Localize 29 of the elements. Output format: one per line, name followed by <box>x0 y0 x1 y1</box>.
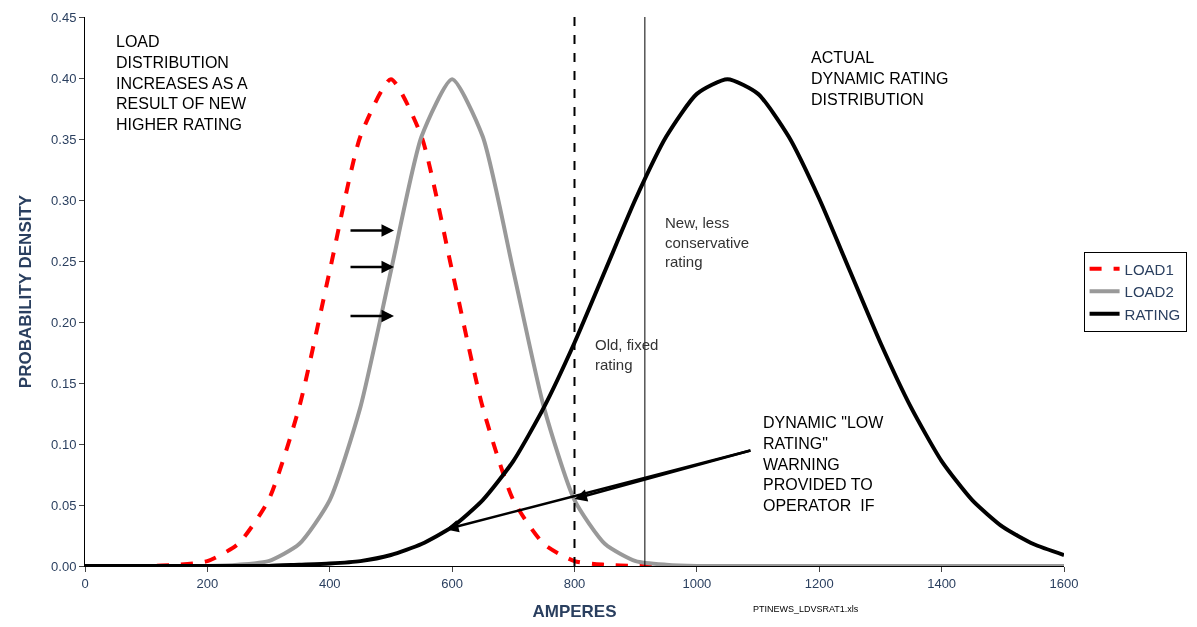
x-tick-label: 400 <box>318 575 341 591</box>
x-tick-label: 1600 <box>1049 575 1079 591</box>
y-tick-label: 0.30 <box>51 192 77 208</box>
x-tick-label: 600 <box>441 575 463 591</box>
y-tick-label: 0.40 <box>51 70 77 86</box>
ref-line-label: New, less conservative rating <box>665 214 750 270</box>
y-tick-label: 0.35 <box>51 131 77 147</box>
x-tick-label: 1400 <box>927 575 957 591</box>
y-tick-label: 0.25 <box>51 253 77 269</box>
y-tick-label: 0.10 <box>51 436 77 452</box>
legend-label: LOAD1 <box>1124 260 1174 278</box>
y-tick-label: 0.00 <box>51 558 77 574</box>
x-tick-label: 800 <box>563 575 586 591</box>
x-tick-label: 1000 <box>682 575 712 591</box>
annotation: LOAD DISTRIBUTION INCREASES AS A RESULT OF NEW HIGHER RATING <box>116 33 248 134</box>
x-tick-label: 200 <box>196 575 219 591</box>
y-tick-label: 0.45 <box>51 9 77 25</box>
y-tick-label: 0.05 <box>51 497 77 513</box>
legend-label: RATING <box>1124 305 1181 323</box>
x-axis-title: AMPERES <box>532 602 617 621</box>
text: PTINEWS_LDVSRAT1.xls <box>753 604 859 614</box>
legend-label: LOAD2 <box>1124 283 1174 301</box>
y-tick-label: 0.20 <box>51 314 77 330</box>
annotation: ACTUAL DYNAMIC RATING DISTRIBUTION <box>811 49 949 108</box>
y-tick-label: 0.15 <box>51 375 77 391</box>
y-axis-title: PROBABILITY DENSITY <box>15 194 35 389</box>
x-tick-label: 0 <box>81 575 89 591</box>
annotation: DYNAMIC "LOW RATING" WARNING PROVIDED TO OPERATOR IF <box>763 414 885 515</box>
x-tick-label: 1200 <box>804 575 834 591</box>
